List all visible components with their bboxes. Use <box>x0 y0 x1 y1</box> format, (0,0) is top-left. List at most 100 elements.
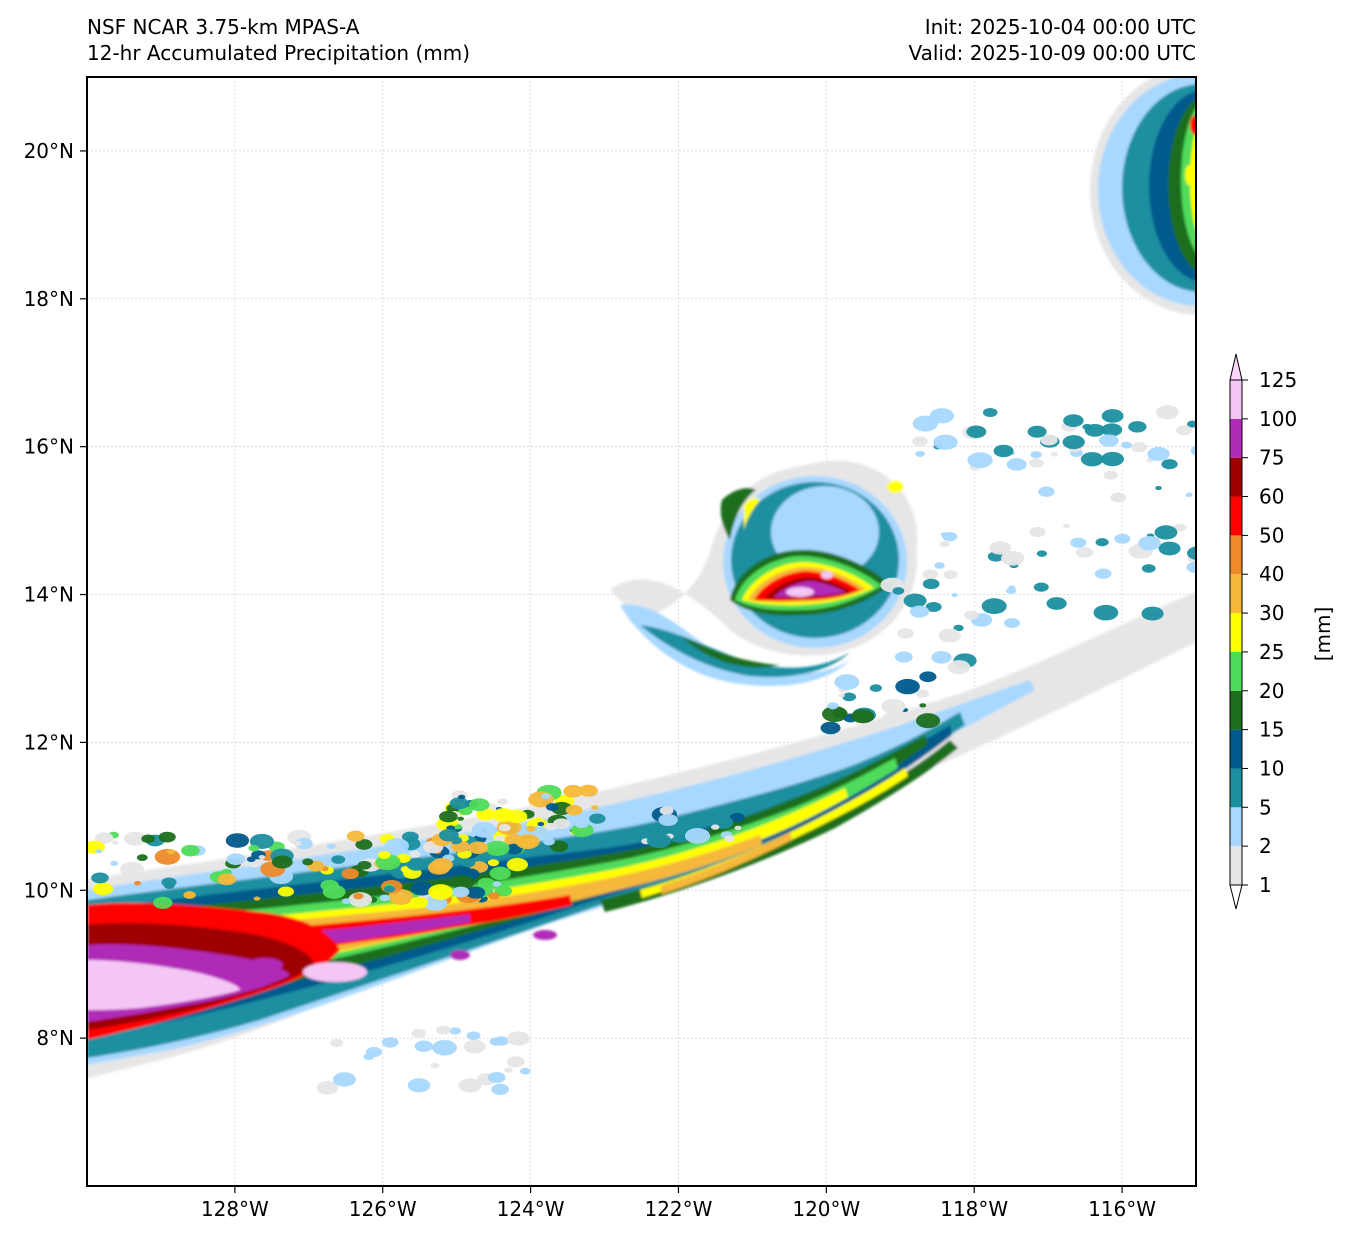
precip-cell <box>494 1036 510 1046</box>
precip-cell <box>851 709 875 724</box>
map-frame <box>86 76 1197 1187</box>
precip-cell <box>939 540 950 548</box>
map-title-block: NSF NCAR 3.75-km MPAS-A 12-hr Accumulate… <box>87 14 470 66</box>
precip-cell <box>258 854 266 860</box>
precip-cell <box>506 1056 525 1068</box>
precip-cell <box>1114 533 1131 544</box>
valid-time: Valid: 2025-10-09 00:00 UTC <box>908 41 1196 65</box>
precip-cell <box>485 840 510 857</box>
precip-cell <box>710 824 720 830</box>
precip-cell <box>461 858 476 868</box>
precip-cell <box>92 882 114 896</box>
precip-cell <box>439 810 458 823</box>
init-time: Init: 2025-10-04 00:00 UTC <box>924 15 1196 39</box>
colorbar-swatch-2 <box>1230 768 1242 808</box>
precip-cell <box>253 896 261 901</box>
precip-cell <box>458 1078 482 1093</box>
precip-cell <box>346 830 365 842</box>
precip-scattered-cells <box>77 405 1196 1095</box>
precip-cell <box>1070 537 1087 548</box>
precip-cell <box>436 1025 451 1035</box>
precip-cell <box>341 868 359 880</box>
precip-cell <box>410 881 434 896</box>
precip-cell <box>953 624 964 632</box>
colorbar-swatch-11 <box>1230 418 1242 458</box>
precip-cell <box>909 605 930 618</box>
colorbar-tick-label: 20 <box>1259 679 1284 703</box>
precip-cell <box>519 1067 531 1075</box>
precip-cell <box>827 702 839 710</box>
precip-cell <box>451 875 475 890</box>
precip-cell <box>1176 425 1193 436</box>
colorbar-tick-label: 15 <box>1259 718 1284 742</box>
colorbar-extend-low <box>1229 884 1243 910</box>
precip-cell <box>1004 618 1021 629</box>
colorbar-tick-label: 40 <box>1259 562 1284 586</box>
latitude-axis: 8°N 10°N 12°N 14°N 16°N 18°N 20°N <box>24 139 87 1050</box>
precip-cell <box>316 1081 339 1095</box>
precip-cell <box>897 628 914 639</box>
precip-cell <box>410 896 429 908</box>
precip-cell <box>471 822 497 838</box>
precip-cell <box>468 798 490 812</box>
precip-cell <box>833 708 848 718</box>
precip-cell <box>492 808 515 822</box>
precip-cell <box>981 598 1007 614</box>
precip-cell <box>1110 492 1127 503</box>
precip-cell <box>355 839 373 850</box>
precip-cell <box>498 823 511 832</box>
precip-cell <box>525 825 536 832</box>
precip-cell <box>77 842 84 846</box>
precip-cell <box>427 860 451 875</box>
precip-cell <box>1046 597 1067 610</box>
precip-cell <box>933 434 958 450</box>
precip-cell <box>724 835 735 843</box>
colorbar-unit-label: [mm] <box>1311 607 1335 662</box>
precip-cell <box>964 610 979 620</box>
precip-cell <box>183 891 196 899</box>
precip-cell <box>120 861 145 877</box>
time-block: Init: 2025-10-04 00:00 UTC Valid: 2025-1… <box>908 14 1196 66</box>
precip-cell <box>989 541 1012 555</box>
precip-cell <box>1036 550 1048 557</box>
precip-cell <box>589 813 606 824</box>
precip-cell <box>1141 564 1156 573</box>
precip-cell <box>394 895 405 902</box>
precip-cell <box>110 861 119 866</box>
precip-cell <box>94 832 114 844</box>
precip-cell <box>468 841 489 854</box>
precip-cell <box>454 824 463 830</box>
precip-cell <box>842 692 857 702</box>
precip-cell <box>1121 441 1133 449</box>
precip-cell <box>166 849 176 855</box>
precip-cell <box>497 798 508 806</box>
precip-cell <box>951 592 958 598</box>
precip-cell <box>506 1031 530 1046</box>
lon-tick-label: 116°W <box>1088 1197 1156 1221</box>
precip-cell <box>1103 470 1118 480</box>
precip-cell <box>112 840 119 845</box>
lon-tick-label: 128°W <box>201 1197 269 1221</box>
precip-cell <box>668 829 691 843</box>
colorbar-frame <box>1229 379 1243 886</box>
precip-cell <box>915 450 926 458</box>
precip-cell <box>489 866 511 881</box>
precip-cell <box>466 1031 481 1041</box>
precip-cell <box>938 628 961 643</box>
precip-cell <box>947 660 971 675</box>
precip-cell <box>322 884 346 899</box>
precip-cell <box>294 837 313 850</box>
precip-cell <box>734 825 742 831</box>
colorbar-swatch-9 <box>1230 496 1242 536</box>
precip-cell <box>578 784 598 797</box>
precip-cell <box>838 693 845 698</box>
precip-cell <box>639 829 650 836</box>
precip-cell <box>912 436 928 447</box>
precip-cell <box>881 711 906 727</box>
precip-cell <box>574 819 589 829</box>
precip-cell <box>153 896 173 909</box>
precip-cell <box>915 689 930 698</box>
precip-cell <box>504 1067 513 1073</box>
precip-cell <box>302 858 314 866</box>
